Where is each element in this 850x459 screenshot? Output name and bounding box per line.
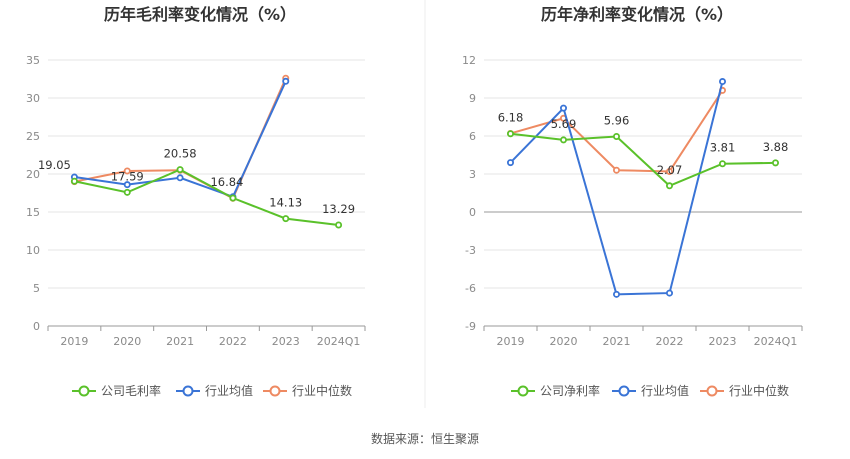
data-point-company	[613, 133, 621, 141]
x-tick-label: 2020	[113, 335, 141, 348]
legend-swatch-marker	[517, 385, 529, 397]
legend-item-industry_avg[interactable]: 行业均值	[176, 383, 253, 398]
legend-swatch-marker	[618, 385, 630, 397]
data-label: 3.88	[763, 140, 789, 154]
x-tick-label: 2024Q1	[317, 335, 361, 348]
data-point-industry_avg	[560, 104, 568, 112]
data-point-company	[560, 136, 568, 144]
series-line-company	[510, 132, 776, 187]
legend-label: 行业中位数	[292, 383, 352, 398]
y-tick-label: 20	[26, 168, 40, 181]
data-label: 17.59	[111, 169, 144, 183]
legend-item-industry_median[interactable]: 行业中位数	[263, 383, 352, 398]
chart-title: 历年净利率变化情况（%）	[541, 5, 733, 24]
data-label: 14.13	[269, 196, 302, 210]
data-point-industry_avg	[719, 78, 727, 86]
y-tick-label: 5	[33, 282, 40, 295]
y-tick-label: 15	[26, 206, 40, 219]
y-tick-label: 12	[462, 54, 476, 67]
y-tick-label: 30	[26, 92, 40, 105]
data-point-industry_median	[666, 167, 674, 175]
y-tick-label: -9	[465, 320, 476, 333]
data-label: 2.07	[657, 163, 683, 177]
data-point-industry_avg	[666, 289, 674, 297]
y-tick-label: 3	[469, 168, 476, 181]
x-tick-label: 2020	[550, 335, 578, 348]
data-point-company	[335, 221, 343, 229]
data-label: 5.96	[604, 114, 630, 128]
legend-label: 行业均值	[641, 383, 689, 398]
x-tick-label: 2023	[272, 335, 300, 348]
data-point-company	[123, 188, 131, 196]
data-point-industry_avg	[282, 77, 290, 85]
data-point-company	[282, 215, 290, 223]
series-line-company	[74, 168, 339, 226]
data-label: 3.81	[710, 141, 736, 155]
x-tick-label: 2021	[603, 335, 631, 348]
legend-swatch-marker	[269, 385, 281, 397]
y-tick-label: -6	[465, 282, 476, 295]
data-label: 6.18	[498, 111, 524, 125]
y-tick-label: -3	[465, 244, 476, 257]
legend-label: 公司毛利率	[101, 383, 161, 398]
x-tick-label: 2021	[166, 335, 194, 348]
data-point-industry_avg	[613, 290, 621, 298]
y-tick-label: 10	[26, 244, 40, 257]
legend-item-company[interactable]: 公司净利率	[511, 383, 600, 398]
data-point-industry_median	[123, 167, 131, 175]
x-tick-label: 2023	[709, 335, 737, 348]
x-tick-label: 2022	[656, 335, 684, 348]
legend-swatch-marker	[182, 385, 194, 397]
y-tick-label: 6	[469, 130, 476, 143]
data-label: 20.58	[164, 147, 197, 161]
y-tick-label: 25	[26, 130, 40, 143]
data-point-company	[70, 177, 78, 185]
x-tick-label: 2019	[497, 335, 525, 348]
data-label: 5.69	[551, 117, 577, 131]
data-point-industry_avg	[176, 174, 184, 182]
data-point-company	[506, 130, 514, 138]
chart-panel-1: 历年毛利率变化情况（%） 0 5 10 15 20 25 30 35 2019 2020 2021 20…	[26, 5, 366, 398]
y-tick-label: 0	[469, 206, 476, 219]
y-tick-label: 0	[33, 320, 40, 333]
data-point-company	[719, 160, 727, 168]
data-point-industry_avg	[123, 181, 131, 189]
data-label: 16.84	[210, 175, 243, 189]
data-point-company	[772, 159, 780, 167]
source-note: 数据来源：恒生聚源	[371, 431, 479, 446]
legend-label: 行业中位数	[729, 383, 789, 398]
legend-item-industry_median[interactable]: 行业中位数	[700, 383, 789, 398]
y-tick-label: 9	[469, 92, 476, 105]
data-point-company	[176, 166, 184, 174]
x-tick-label: 2022	[219, 335, 247, 348]
legend-item-company[interactable]: 公司毛利率	[72, 383, 161, 398]
y-tick-label: 35	[26, 54, 40, 67]
data-label: 19.05	[38, 158, 71, 172]
data-point-company	[229, 194, 237, 202]
data-point-company	[666, 182, 674, 190]
chart-title: 历年毛利率变化情况（%）	[104, 5, 296, 24]
data-label: 13.29	[322, 202, 355, 216]
data-point-industry_avg	[506, 159, 514, 167]
legend-swatch-marker	[706, 385, 718, 397]
x-tick-label: 2024Q1	[754, 335, 798, 348]
legend-swatch-marker	[78, 385, 90, 397]
x-tick-label: 2019	[60, 335, 88, 348]
chart-panel-2: 历年净利率变化情况（%） -9 -6 -3 0 3 6 9 12 2019 2020 2021 2022…	[462, 5, 803, 398]
data-point-industry_median	[613, 166, 621, 174]
legend-label: 行业均值	[205, 383, 253, 398]
legend-item-industry_avg[interactable]: 行业均值	[612, 383, 689, 398]
legend-label: 公司净利率	[540, 383, 600, 398]
